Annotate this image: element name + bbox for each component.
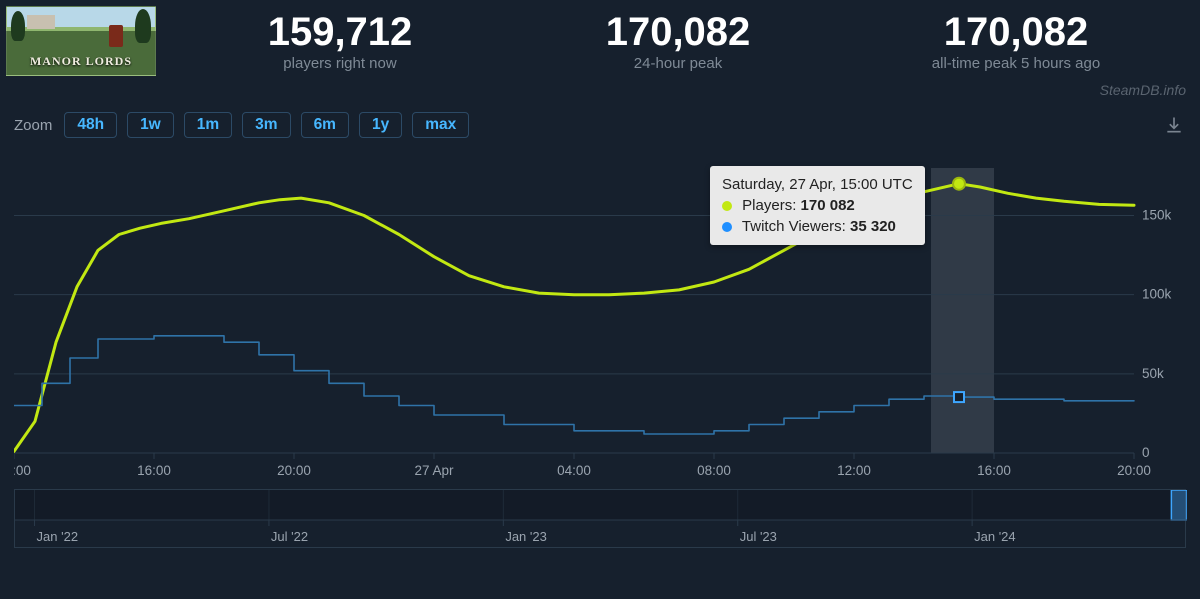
stat-players-now: 159,712 players right now bbox=[186, 11, 494, 72]
tooltip-twitch-row: Twitch Viewers: 35 320 bbox=[722, 216, 913, 237]
chart-plot[interactable]: 0 50k 100k 150k 12:00 16:00 20:00 27 Apr 04:00 08… bbox=[14, 148, 1186, 483]
svg-text:27 Apr: 27 Apr bbox=[414, 463, 454, 478]
stats-header: MANOR LORDS 159,712 players right now 17… bbox=[0, 0, 1200, 82]
svg-text:20:00: 20:00 bbox=[277, 463, 311, 478]
game-title: MANOR LORDS bbox=[7, 54, 155, 69]
zoom-6m[interactable]: 6m bbox=[301, 112, 349, 138]
svg-text:Jan '24: Jan '24 bbox=[974, 529, 1016, 544]
game-thumbnail[interactable]: MANOR LORDS bbox=[6, 6, 156, 76]
svg-text:Jan '22: Jan '22 bbox=[37, 529, 79, 544]
svg-text:0: 0 bbox=[1142, 445, 1150, 460]
svg-text:50k: 50k bbox=[1142, 366, 1164, 381]
watermark: SteamDB.info bbox=[0, 82, 1200, 102]
zoom-max[interactable]: max bbox=[412, 112, 469, 138]
svg-text:100k: 100k bbox=[1142, 287, 1172, 302]
tooltip-players-label: Players: bbox=[742, 197, 796, 214]
stat-label: all-time peak 5 hours ago bbox=[862, 55, 1170, 72]
zoom-1m[interactable]: 1m bbox=[184, 112, 232, 138]
svg-text:Jan '23: Jan '23 bbox=[505, 529, 547, 544]
chart-svg[interactable]: 0 50k 100k 150k 12:00 16:00 20:00 27 Apr 04:00 08… bbox=[14, 148, 1186, 483]
zoom-controls: Zoom 48h 1w 1m 3m 6m 1y max bbox=[14, 112, 1186, 138]
legend-dot-twitch bbox=[722, 222, 732, 232]
svg-text:16:00: 16:00 bbox=[137, 463, 171, 478]
svg-text:Jul '23: Jul '23 bbox=[740, 529, 777, 544]
stat-24h-peak: 170,082 24-hour peak bbox=[524, 11, 832, 72]
tooltip-time: Saturday, 27 Apr, 15:00 UTC bbox=[722, 174, 913, 195]
tooltip-twitch-value: 35 320 bbox=[850, 218, 896, 235]
stat-value: 170,082 bbox=[524, 11, 832, 53]
chart-area: Zoom 48h 1w 1m 3m 6m 1y max 0 50k 100k 150k… bbox=[0, 102, 1200, 483]
svg-text:150k: 150k bbox=[1142, 208, 1172, 223]
stat-label: 24-hour peak bbox=[524, 55, 832, 72]
svg-text:04:00: 04:00 bbox=[557, 463, 591, 478]
svg-text:12:00: 12:00 bbox=[837, 463, 871, 478]
tooltip-players-value: 170 082 bbox=[801, 197, 855, 214]
chart-tooltip: Saturday, 27 Apr, 15:00 UTC Players: 170… bbox=[710, 166, 925, 245]
svg-text:16:00: 16:00 bbox=[977, 463, 1011, 478]
svg-text:08:00: 08:00 bbox=[697, 463, 731, 478]
stat-alltime-peak: 170,082 all-time peak 5 hours ago bbox=[862, 11, 1170, 72]
zoom-1y[interactable]: 1y bbox=[359, 112, 402, 138]
zoom-48h[interactable]: 48h bbox=[64, 112, 117, 138]
tooltip-players-row: Players: 170 082 bbox=[722, 195, 913, 216]
zoom-3m[interactable]: 3m bbox=[242, 112, 290, 138]
legend-dot-players bbox=[722, 201, 732, 211]
tooltip-twitch-label: Twitch Viewers: bbox=[742, 218, 846, 235]
stat-label: players right now bbox=[186, 55, 494, 72]
stat-value: 159,712 bbox=[186, 11, 494, 53]
navigator[interactable]: Jan '22 Jul '22 Jan '23 Jul '23 Jan '24 bbox=[14, 490, 1186, 548]
svg-text:20:00: 20:00 bbox=[1117, 463, 1151, 478]
navigator-svg[interactable]: Jan '22 Jul '22 Jan '23 Jul '23 Jan '24 bbox=[15, 490, 1187, 548]
zoom-1w[interactable]: 1w bbox=[127, 112, 174, 138]
zoom-label: Zoom bbox=[14, 117, 52, 134]
svg-text:Jul '22: Jul '22 bbox=[271, 529, 308, 544]
svg-text:12:00: 12:00 bbox=[14, 463, 31, 478]
download-icon[interactable] bbox=[1162, 113, 1186, 137]
stat-value: 170,082 bbox=[862, 11, 1170, 53]
